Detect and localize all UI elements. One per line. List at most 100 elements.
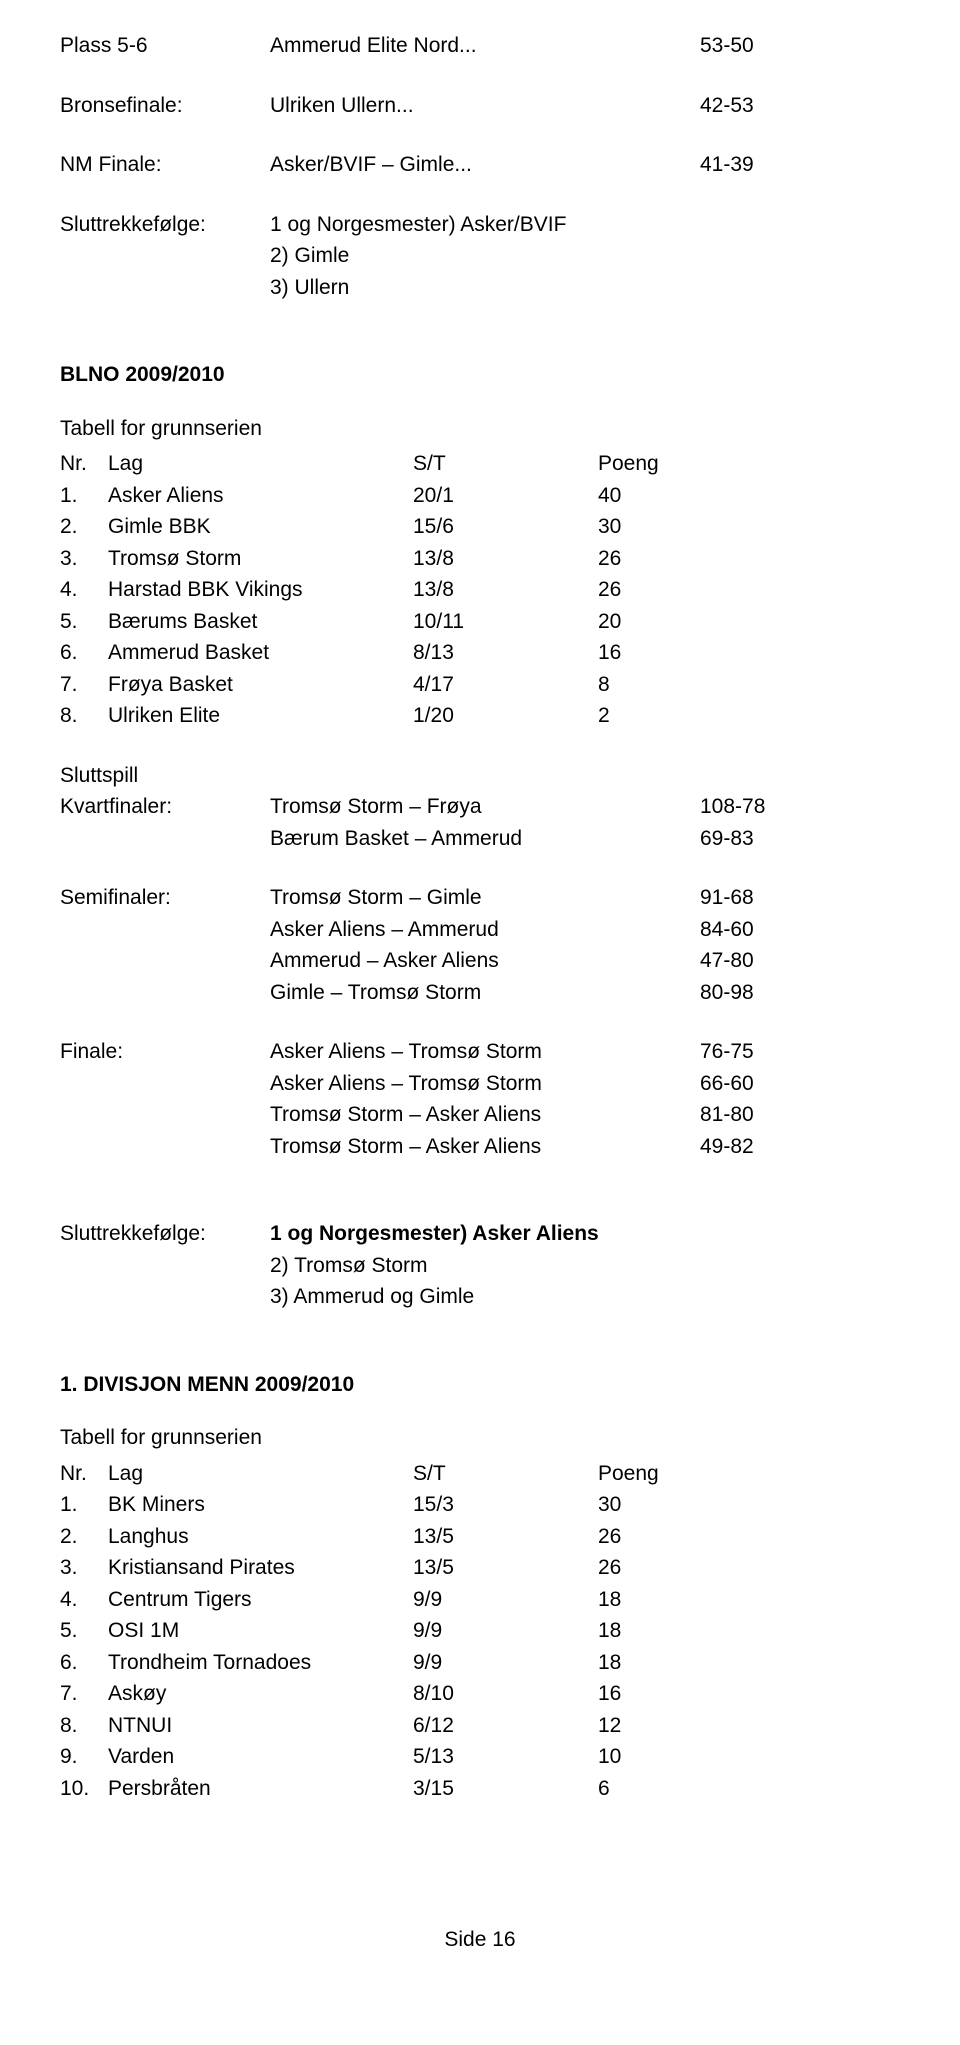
- playoff-group: Kvartfinaler: Tromsø Storm – Frøya 108-7…: [60, 791, 900, 854]
- cell-poeng: 18: [598, 1584, 621, 1616]
- cell-lag: Harstad BBK Vikings: [108, 574, 413, 606]
- cell-nr: 9.: [60, 1741, 108, 1773]
- match-name: Bærum Basket – Ammerud: [270, 823, 700, 855]
- cell-nr: 8.: [60, 1710, 108, 1742]
- cell-nr: 2.: [60, 511, 108, 543]
- cell-st: 13/5: [413, 1521, 598, 1553]
- match-row: Tromsø Storm – Asker Aliens 81-80: [60, 1099, 900, 1131]
- match-name: Ammerud – Asker Aliens: [270, 945, 700, 977]
- result-match: Asker/BVIF – Gimle...: [270, 149, 700, 181]
- slutt2-line: 2) Tromsø Storm: [270, 1250, 900, 1282]
- hdr-nr: Nr.: [60, 448, 108, 480]
- cell-st: 13/5: [413, 1552, 598, 1584]
- match-score: 108-78: [700, 791, 765, 823]
- match-name: Tromsø Storm – Frøya: [270, 791, 700, 823]
- match-name: Tromsø Storm – Asker Aliens: [270, 1131, 700, 1163]
- cell-lag: NTNUI: [108, 1710, 413, 1742]
- cell-lag: Ammerud Basket: [108, 637, 413, 669]
- blno-table: Nr. Lag S/T Poeng 1. Asker Aliens 20/1 4…: [60, 448, 900, 732]
- table-row: 6. Ammerud Basket 8/13 16: [60, 637, 900, 669]
- group-label: [60, 1131, 270, 1163]
- cell-poeng: 10: [598, 1741, 621, 1773]
- result-score: 42-53: [700, 90, 754, 122]
- slutt1-block: Sluttrekkefølge: 1 og Norgesmester) Aske…: [60, 209, 900, 304]
- cell-lag: Persbråten: [108, 1773, 413, 1805]
- cell-nr: 3.: [60, 543, 108, 575]
- cell-poeng: 30: [598, 1489, 621, 1521]
- cell-poeng: 8: [598, 669, 610, 701]
- page-footer: Side 16: [60, 1924, 900, 1956]
- slutt1-lines: 1 og Norgesmester) Asker/BVIF2) Gimle3) …: [270, 209, 900, 304]
- table-row: 10. Persbråten 3/15 6: [60, 1773, 900, 1805]
- cell-poeng: 30: [598, 511, 621, 543]
- cell-lag: Gimle BBK: [108, 511, 413, 543]
- match-row: Tromsø Storm – Asker Aliens 49-82: [60, 1131, 900, 1163]
- cell-st: 10/11: [413, 606, 598, 638]
- match-row: Gimle – Tromsø Storm 80-98: [60, 977, 900, 1009]
- table-row: 2. Gimle BBK 15/6 30: [60, 511, 900, 543]
- cell-lag: Askøy: [108, 1678, 413, 1710]
- cell-nr: 4.: [60, 1584, 108, 1616]
- div1-header: Nr. Lag S/T Poeng: [60, 1458, 900, 1490]
- match-name: Asker Aliens – Ammerud: [270, 914, 700, 946]
- match-score: 84-60: [700, 914, 754, 946]
- group-label: [60, 1099, 270, 1131]
- cell-nr: 1.: [60, 480, 108, 512]
- group-label: [60, 823, 270, 855]
- table-row: 1. Asker Aliens 20/1 40: [60, 480, 900, 512]
- cell-nr: 10.: [60, 1773, 108, 1805]
- cell-st: 15/3: [413, 1489, 598, 1521]
- table-row: 5. Bærums Basket 10/11 20: [60, 606, 900, 638]
- slutt2-label: Sluttrekkefølge:: [60, 1218, 270, 1313]
- table-row: 1. BK Miners 15/3 30: [60, 1489, 900, 1521]
- match-score: 91-68: [700, 882, 754, 914]
- cell-poeng: 26: [598, 1521, 621, 1553]
- hdr-st: S/T: [413, 448, 598, 480]
- cell-poeng: 26: [598, 574, 621, 606]
- cell-lag: OSI 1M: [108, 1615, 413, 1647]
- match-score: 81-80: [700, 1099, 754, 1131]
- div1-table: Nr. Lag S/T Poeng 1. BK Miners 15/3 302.…: [60, 1458, 900, 1805]
- slutt1-line: 1 og Norgesmester) Asker/BVIF: [270, 209, 900, 241]
- cell-poeng: 18: [598, 1615, 621, 1647]
- cell-lag: Tromsø Storm: [108, 543, 413, 575]
- table-row: 7. Frøya Basket 4/17 8: [60, 669, 900, 701]
- match-row: Asker Aliens – Tromsø Storm 66-60: [60, 1068, 900, 1100]
- cell-st: 3/15: [413, 1773, 598, 1805]
- hdr-poeng: Poeng: [598, 448, 659, 480]
- cell-st: 20/1: [413, 480, 598, 512]
- match-name: Tromsø Storm – Asker Aliens: [270, 1099, 700, 1131]
- match-score: 69-83: [700, 823, 754, 855]
- cell-lag: BK Miners: [108, 1489, 413, 1521]
- cell-nr: 6.: [60, 1647, 108, 1679]
- cell-poeng: 6: [598, 1773, 610, 1805]
- cell-poeng: 12: [598, 1710, 621, 1742]
- cell-lag: Langhus: [108, 1521, 413, 1553]
- result-match: Ammerud Elite Nord...: [270, 30, 700, 62]
- slutt2-line: 3) Ammerud og Gimle: [270, 1281, 900, 1313]
- cell-poeng: 2: [598, 700, 610, 732]
- div1-title: 1. DIVISJON MENN 2009/2010: [60, 1369, 900, 1401]
- cell-st: 8/10: [413, 1678, 598, 1710]
- cell-st: 9/9: [413, 1647, 598, 1679]
- group-label: Kvartfinaler:: [60, 791, 270, 823]
- cell-nr: 5.: [60, 606, 108, 638]
- cell-st: 13/8: [413, 543, 598, 575]
- match-name: Asker Aliens – Tromsø Storm: [270, 1036, 700, 1068]
- table-row: 5. OSI 1M 9/9 18: [60, 1615, 900, 1647]
- cell-st: 1/20: [413, 700, 598, 732]
- cell-st: 5/13: [413, 1741, 598, 1773]
- cell-st: 8/13: [413, 637, 598, 669]
- result-label: Bronsefinale:: [60, 90, 270, 122]
- table-row: 6. Trondheim Tornadoes 9/9 18: [60, 1647, 900, 1679]
- group-label: [60, 977, 270, 1009]
- sluttspill-label: Sluttspill: [60, 760, 900, 792]
- d1-hdr-st: S/T: [413, 1458, 598, 1490]
- cell-st: 13/8: [413, 574, 598, 606]
- cell-lag: Frøya Basket: [108, 669, 413, 701]
- table-row: 8. Ulriken Elite 1/20 2: [60, 700, 900, 732]
- cell-poeng: 16: [598, 637, 621, 669]
- table-row: 9. Varden 5/13 10: [60, 1741, 900, 1773]
- result-row: Bronsefinale: Ulriken Ullern... 42-53: [60, 90, 900, 122]
- div1-subtitle: Tabell for grunnserien: [60, 1422, 900, 1454]
